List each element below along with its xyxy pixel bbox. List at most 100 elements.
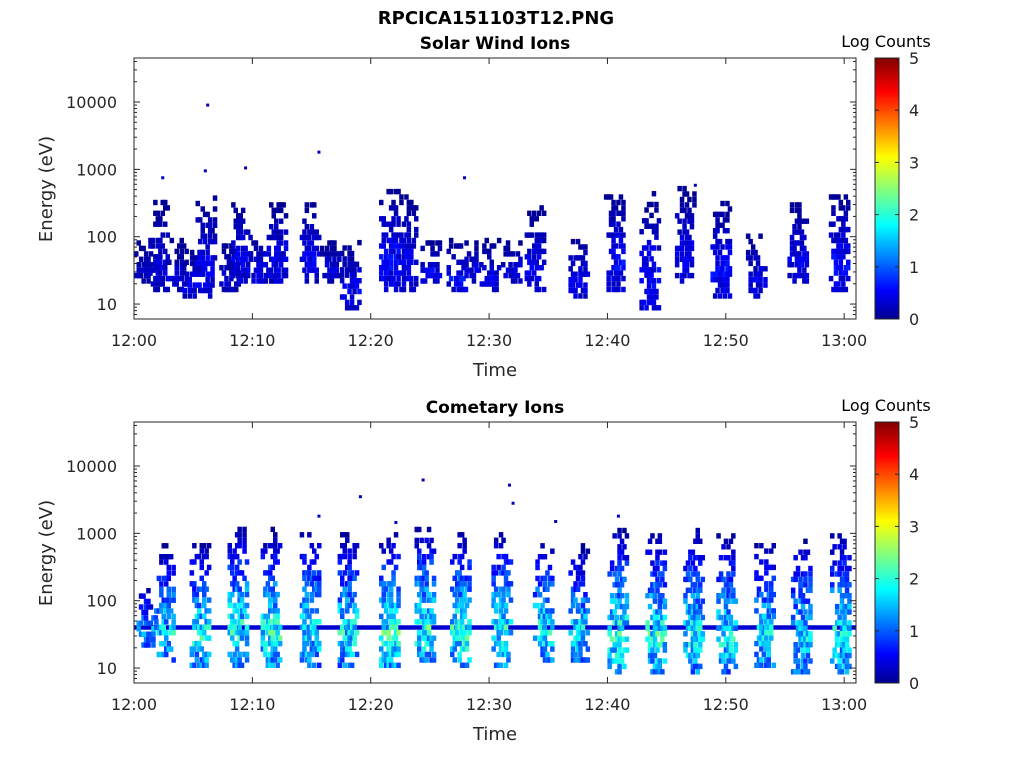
data-cell <box>621 210 626 216</box>
data-cell <box>429 635 434 641</box>
data-cell <box>187 293 192 299</box>
data-cell <box>603 194 609 200</box>
data-cell <box>649 272 654 278</box>
data-cell <box>764 559 769 565</box>
data-cell <box>401 259 407 265</box>
data-cell <box>388 591 394 598</box>
data-cell <box>462 640 467 647</box>
data-cell <box>242 532 247 538</box>
data-cell <box>227 548 232 554</box>
data-cell <box>652 614 658 621</box>
data-cell <box>695 576 700 583</box>
data-cell <box>143 609 149 616</box>
data-cell <box>263 262 269 268</box>
data-cell <box>655 631 660 637</box>
data-cell <box>755 260 761 267</box>
burst <box>568 238 591 299</box>
data-cell <box>674 272 680 279</box>
data-cell <box>230 591 235 598</box>
data-cell <box>503 602 509 609</box>
data-cell <box>607 647 612 653</box>
data-cell <box>270 624 275 630</box>
data-cell <box>210 271 215 277</box>
data-cell <box>219 281 224 287</box>
burst <box>154 543 176 663</box>
data-cell <box>771 608 776 614</box>
data-cell <box>146 598 151 605</box>
data-cell <box>273 597 278 603</box>
data-cell <box>583 608 588 614</box>
data-cell <box>204 619 209 625</box>
data-cell <box>276 256 281 262</box>
data-cell <box>789 245 795 252</box>
data-cell <box>838 254 844 260</box>
data-cell <box>524 254 530 260</box>
data-cell <box>383 651 389 658</box>
data-cell <box>258 267 264 273</box>
data-cell <box>273 559 278 565</box>
data-cell <box>808 609 813 615</box>
data-cell <box>238 218 243 224</box>
data-cell <box>527 210 532 216</box>
data-cell <box>383 619 389 625</box>
data-cell <box>646 278 652 284</box>
data-cell <box>419 651 424 658</box>
data-cell <box>388 559 394 565</box>
data-cell <box>769 619 774 625</box>
data-cell <box>723 636 729 642</box>
data-cell <box>251 278 256 284</box>
data-cell <box>263 570 268 576</box>
data-cell <box>207 238 213 245</box>
burst <box>319 240 342 284</box>
data-cell <box>464 640 470 647</box>
data-cell <box>430 262 435 268</box>
burst <box>639 191 662 311</box>
data-cell <box>803 625 808 631</box>
data-cell <box>568 570 573 576</box>
data-cell <box>834 642 840 648</box>
data-cell <box>800 663 806 670</box>
data-cell <box>805 598 811 604</box>
data-cell <box>159 641 164 647</box>
data-cell <box>723 663 729 670</box>
data-cell <box>153 210 158 216</box>
data-cell <box>393 651 399 658</box>
data-cell <box>761 640 767 647</box>
data-cell <box>457 581 462 587</box>
data-cell <box>283 267 289 273</box>
data-cell <box>307 267 312 273</box>
colorbar-gradient <box>874 421 900 684</box>
data-cell <box>654 305 659 311</box>
data-cell <box>393 662 399 668</box>
data-cell <box>722 255 728 261</box>
data-cell <box>830 587 835 593</box>
data-cell <box>227 564 232 571</box>
data-cell <box>237 543 242 549</box>
data-cell <box>722 277 728 283</box>
data-cell <box>540 619 545 625</box>
data-cell <box>229 286 234 293</box>
data-cell <box>202 287 208 294</box>
data-cell <box>541 248 547 255</box>
solar-wind-x-label: Time <box>472 360 517 381</box>
data-cell <box>236 272 241 279</box>
data-cell <box>302 553 307 560</box>
data-cell <box>421 635 427 641</box>
data-cell <box>459 613 465 620</box>
data-cell <box>789 202 795 208</box>
data-cell <box>273 608 278 614</box>
data-cell <box>383 259 389 265</box>
data-cell <box>329 278 335 284</box>
data-cell <box>726 625 731 631</box>
data-cell <box>419 575 424 582</box>
data-cell <box>426 592 432 598</box>
data-cell <box>837 587 842 593</box>
data-cell <box>723 620 729 626</box>
data-cell <box>314 640 319 647</box>
data-cell <box>570 641 576 647</box>
data-cell <box>396 232 401 238</box>
data-cell <box>268 651 273 658</box>
data-cell <box>841 281 846 287</box>
data-cell <box>503 608 509 614</box>
